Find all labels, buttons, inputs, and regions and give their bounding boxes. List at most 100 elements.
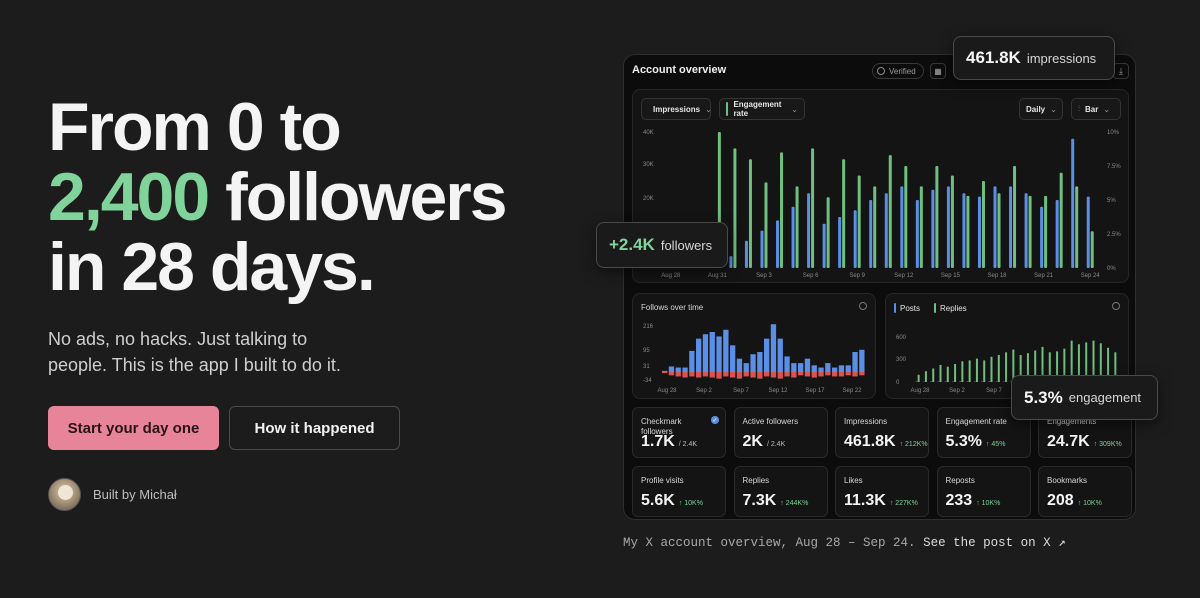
info-icon[interactable] — [859, 302, 867, 310]
stat-total: / 2.4K — [678, 441, 698, 448]
impressions-metric-select[interactable]: Impressions ⌄ — [641, 98, 712, 120]
engagement-metric-select[interactable]: Engagement rate ⌄ — [719, 98, 805, 120]
engagement-bar — [981, 180, 985, 268]
impressions-bar — [993, 186, 997, 268]
chevron-down-icon: ⌄ — [1050, 104, 1057, 114]
unfollows-bar — [702, 372, 709, 377]
y-tick-label: 31 — [643, 364, 650, 370]
author-label: Built by Michał — [93, 487, 177, 502]
engagement-bar — [919, 186, 923, 268]
follows-card-title: Follows over time — [641, 303, 704, 312]
x-tick-label: Aug 28 — [661, 273, 681, 279]
stat-value-row: 1.7K/ 2.4K — [641, 433, 697, 451]
stat-card[interactable]: Active followers 2K/ 2.4K — [733, 407, 828, 458]
x-tick-label: Sep 18 — [988, 273, 1008, 279]
x-tick-label: Sep 2 — [949, 388, 965, 394]
unfollows-bar — [682, 372, 688, 378]
see-post-link[interactable]: See the post on X ↗ — [923, 536, 1066, 550]
x-tick-label: Sep 7 — [733, 388, 749, 394]
stat-value: 5.3% — [945, 433, 982, 450]
impressions-bar — [1040, 206, 1044, 268]
y-tick-label: 40K — [643, 130, 654, 136]
stat-value-row: 233 ↑ 10K% — [946, 492, 1001, 510]
follows-bar — [825, 363, 831, 372]
replies-bar — [1070, 340, 1073, 382]
avatar — [48, 478, 81, 511]
y-right-tick-label: 2.5% — [1107, 232, 1121, 238]
stat-change: ↑ 212K% — [899, 441, 928, 448]
legend-replies: Replies — [934, 300, 967, 316]
verified-label: Verified — [889, 66, 916, 76]
impressions-bar — [1086, 196, 1090, 268]
engagement-bar — [748, 159, 752, 268]
replies-bar — [990, 356, 993, 382]
follows-bar — [818, 367, 824, 372]
stat-label: Engagements — [1047, 417, 1097, 426]
replies-bar — [975, 358, 978, 382]
engagement-bar — [780, 152, 784, 268]
stat-card[interactable]: Checkmark followers ✓ 1.7K/ 2.4K — [632, 407, 726, 458]
impressions-bar — [962, 193, 966, 268]
follows-chart: 216 95 31 -34 Aug 28 Sep 2 Sep 7 Sep 12 Sep 17 Se… — [643, 324, 865, 394]
posts-bar — [966, 381, 969, 382]
interval-select[interactable]: Daily ⌄ — [1019, 98, 1063, 120]
caption-text: My X account overview, Aug 28 – Sep 24. — [623, 536, 924, 550]
replies-bar — [1019, 355, 1022, 382]
y-right-tick-label: 10% — [1107, 130, 1120, 136]
stat-value: 5.6K — [641, 492, 675, 509]
stat-card[interactable]: Replies 7.3K ↑ 244K% — [733, 466, 828, 517]
engagement-bar — [888, 155, 892, 268]
unfollows-bar — [736, 372, 743, 379]
unfollows-bar — [818, 372, 824, 377]
info-icon[interactable] — [1112, 302, 1120, 310]
replies-bar — [1034, 350, 1037, 382]
replies-bar — [1041, 346, 1044, 382]
posts-replies-card: Posts Replies 600 300 0 Aug 28 Sep 2 Sep 7 — [885, 293, 1129, 399]
stat-card[interactable]: Reposts 233 ↑ 10K% — [936, 466, 1031, 517]
posts-bar — [930, 381, 932, 382]
unfollows-bar — [838, 372, 845, 377]
follows-bar — [736, 358, 743, 372]
start-day-one-button[interactable]: Start your day one — [48, 406, 219, 450]
follows-bar — [852, 352, 858, 372]
unfollows-bar — [750, 372, 756, 378]
engagement-callout: 5.3% engagement — [1011, 375, 1158, 420]
headline-line-3: in 28 days. — [48, 229, 376, 305]
replies-bar — [1063, 348, 1066, 382]
follows-bar — [675, 367, 681, 372]
posts-bar — [988, 381, 990, 382]
engagement-bar — [873, 186, 877, 268]
green-swatch — [934, 303, 936, 313]
engagement-bar — [842, 159, 846, 268]
calendar-icon[interactable]: ▦ — [930, 63, 946, 79]
x-tick-label: Sep 12 — [768, 388, 788, 394]
stat-card[interactable]: Likes 11.3K ↑ 227K% — [835, 466, 929, 517]
stat-value: 2K — [742, 433, 763, 450]
stat-value: 208 — [1047, 492, 1074, 509]
follows-bar — [764, 338, 770, 372]
stat-card[interactable]: Impressions 461.8K ↑ 212K% — [835, 407, 929, 458]
engagement-bar — [857, 175, 861, 268]
impressions-bar — [900, 186, 904, 268]
impressions-bar — [760, 230, 764, 268]
stat-card[interactable]: Profile visits 5.6K ↑ 10K% — [632, 466, 726, 517]
chevron-down-icon: ⌄ — [1103, 104, 1111, 114]
stat-value-row: 208 ↑ 10K% — [1047, 492, 1102, 510]
impressions-bar — [931, 189, 935, 268]
x-tick-label: Sep 24 — [1081, 273, 1101, 279]
how-it-happened-button[interactable]: How it happened — [229, 406, 400, 450]
stat-change: ↑ 10K% — [1077, 500, 1102, 507]
x-tick-label: Sep 2 — [696, 388, 712, 394]
follows-bar — [662, 370, 668, 372]
posts-bar — [981, 381, 983, 382]
chart-type-select[interactable]: ⫶ Bar ⌄ — [1071, 98, 1121, 120]
x-tick-label: Sep 6 — [803, 273, 819, 279]
verified-filter[interactable]: Verified — [872, 63, 924, 79]
download-icon[interactable]: ⤓ — [1113, 63, 1129, 79]
impressions-bar — [946, 186, 950, 268]
stat-card[interactable]: Bookmarks 208 ↑ 10K% — [1038, 466, 1132, 517]
follows-bar — [784, 356, 790, 372]
follows-bar — [730, 345, 736, 372]
replies-bar — [1012, 349, 1015, 382]
